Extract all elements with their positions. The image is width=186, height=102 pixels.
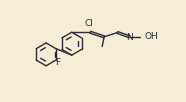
Text: N: N bbox=[126, 33, 133, 42]
Text: F: F bbox=[55, 58, 60, 67]
Text: OH: OH bbox=[144, 32, 158, 41]
Text: Cl: Cl bbox=[84, 19, 93, 28]
